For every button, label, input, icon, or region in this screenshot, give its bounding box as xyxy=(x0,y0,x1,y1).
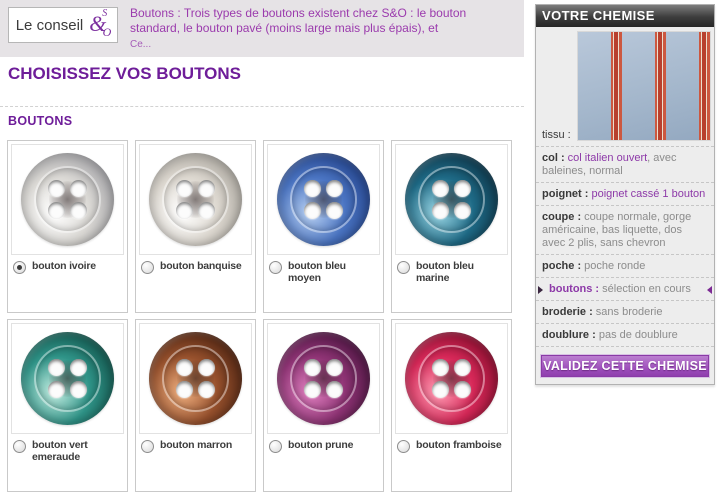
button-image-frame xyxy=(139,144,252,255)
validate-shirt-button[interactable]: VALIDEZ CETTE CHEMISE xyxy=(541,355,709,377)
read-more-link[interactable]: Ce... xyxy=(130,39,152,50)
button-option-cell[interactable]: bouton bleu marine xyxy=(391,140,512,313)
validate-row: VALIDEZ CETTE CHEMISE xyxy=(536,346,714,384)
fabric-swatch-image[interactable] xyxy=(577,31,711,141)
sidebar-row-boutons-current[interactable]: boutons : sélection en cours xyxy=(536,277,714,300)
radio-bouton-ivoire[interactable] xyxy=(13,261,26,274)
option-label: bouton bleu moyen xyxy=(288,260,346,284)
button-option-cell[interactable]: bouton vert emeraude xyxy=(7,319,128,492)
current-step-arrow-left-icon xyxy=(538,286,543,294)
advice-text: Boutons : Trois types de boutons existen… xyxy=(130,6,467,50)
radio-bouton-banquise[interactable] xyxy=(141,261,154,274)
section-title: BOUTONS xyxy=(8,114,73,128)
advice-banner: Le conseil S & O Boutons : Trois types d… xyxy=(0,0,524,57)
button-image xyxy=(21,332,114,425)
button-option-cell[interactable]: bouton bleu moyen xyxy=(263,140,384,313)
button-image xyxy=(277,332,370,425)
button-option-cell[interactable]: bouton marron xyxy=(135,319,256,492)
sidebar-row-col[interactable]: col : col italien ouvert, avec baleines,… xyxy=(536,146,714,182)
sidebar-row-coupe[interactable]: coupe : coupe normale, gorge américaine,… xyxy=(536,205,714,254)
divider xyxy=(0,106,524,107)
button-image-frame xyxy=(267,144,380,255)
option-label: bouton banquise xyxy=(160,260,242,272)
sidebar-row-poignet[interactable]: poignet : poignet cassé 1 bouton xyxy=(536,182,714,205)
radio-bouton-marron[interactable] xyxy=(141,440,154,453)
shirt-summary-panel: VOTRE CHEMISE tissu : col : col italien … xyxy=(535,4,715,385)
conseil-box: Le conseil S & O xyxy=(8,7,118,43)
button-image xyxy=(405,332,498,425)
button-image-frame xyxy=(11,144,124,255)
button-image-frame xyxy=(395,144,508,255)
button-image xyxy=(149,153,242,246)
tissu-label: tissu : xyxy=(542,129,571,141)
button-options-grid: bouton ivoire bouton banquise bouton ble xyxy=(7,140,512,492)
button-image-frame xyxy=(139,323,252,434)
sidebar-row-broderie[interactable]: broderie : sans broderie xyxy=(536,300,714,323)
sidebar-row-poche[interactable]: poche : poche ronde xyxy=(536,254,714,277)
sidebar-row-tissu[interactable]: tissu : xyxy=(536,27,714,146)
page-title: CHOISISSEZ VOS BOUTONS xyxy=(8,64,242,83)
option-label: bouton prune xyxy=(288,439,354,451)
option-label: bouton framboise xyxy=(416,439,502,451)
current-step-arrow-right-icon xyxy=(707,286,712,294)
button-option-cell[interactable]: bouton framboise xyxy=(391,319,512,492)
button-image-frame xyxy=(11,323,124,434)
button-image-frame xyxy=(267,323,380,434)
button-image xyxy=(149,332,242,425)
option-label: bouton bleu marine xyxy=(416,260,474,284)
button-image xyxy=(405,153,498,246)
radio-bouton-prune[interactable] xyxy=(269,440,282,453)
option-label: bouton ivoire xyxy=(32,260,96,272)
panel-title: VOTRE CHEMISE xyxy=(536,5,714,27)
radio-bouton-framboise[interactable] xyxy=(397,440,410,453)
option-label: bouton vert emeraude xyxy=(32,439,88,463)
button-image xyxy=(21,153,114,246)
sidebar-row-doublure[interactable]: doublure : pas de doublure xyxy=(536,323,714,346)
button-option-cell[interactable]: bouton ivoire xyxy=(7,140,128,313)
button-option-cell[interactable]: bouton banquise xyxy=(135,140,256,313)
radio-bouton-bleu-marine[interactable] xyxy=(397,261,410,274)
button-image-frame xyxy=(395,323,508,434)
conseil-label: Le conseil xyxy=(15,16,84,34)
button-image xyxy=(277,153,370,246)
so-brand-logo-icon: S & O xyxy=(89,8,112,39)
radio-bouton-bleu-moyen[interactable] xyxy=(269,261,282,274)
option-label: bouton marron xyxy=(160,439,233,451)
button-option-cell[interactable]: bouton prune xyxy=(263,319,384,492)
radio-bouton-vert-emeraude[interactable] xyxy=(13,440,26,453)
